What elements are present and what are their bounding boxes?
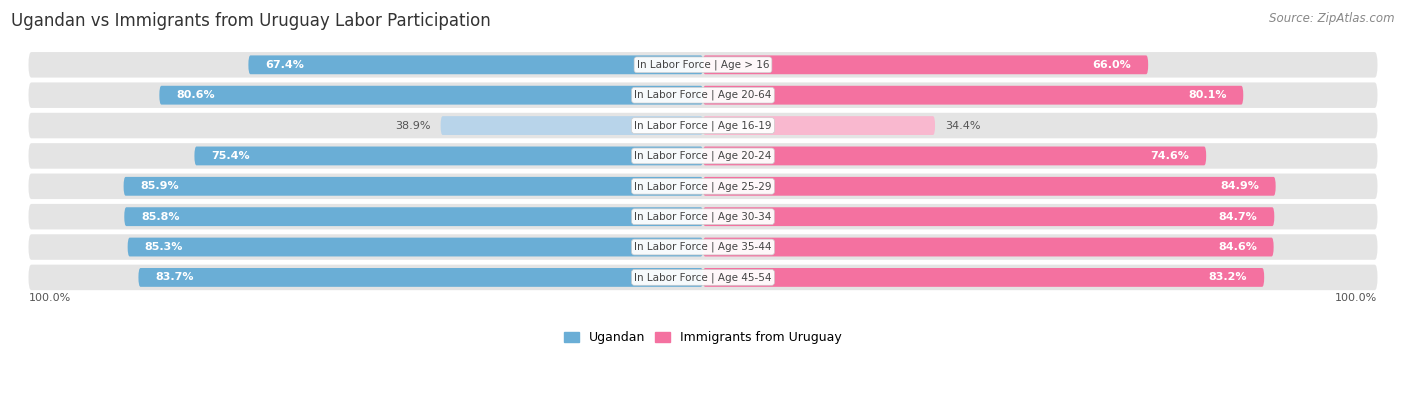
FancyBboxPatch shape	[703, 147, 1206, 166]
FancyBboxPatch shape	[703, 55, 1149, 74]
FancyBboxPatch shape	[703, 207, 1274, 226]
Text: In Labor Force | Age 20-64: In Labor Force | Age 20-64	[634, 90, 772, 100]
Text: In Labor Force | Age > 16: In Labor Force | Age > 16	[637, 60, 769, 70]
Text: 85.3%: 85.3%	[145, 242, 183, 252]
Text: 80.1%: 80.1%	[1188, 90, 1226, 100]
FancyBboxPatch shape	[28, 204, 1378, 229]
FancyBboxPatch shape	[440, 116, 703, 135]
FancyBboxPatch shape	[249, 55, 703, 74]
FancyBboxPatch shape	[194, 147, 703, 166]
Text: 83.2%: 83.2%	[1209, 273, 1247, 282]
Text: Ugandan vs Immigrants from Uruguay Labor Participation: Ugandan vs Immigrants from Uruguay Labor…	[11, 12, 491, 30]
FancyBboxPatch shape	[28, 173, 1378, 199]
Text: 100.0%: 100.0%	[28, 293, 70, 303]
Text: 84.9%: 84.9%	[1220, 181, 1258, 191]
Text: In Labor Force | Age 16-19: In Labor Force | Age 16-19	[634, 120, 772, 131]
Text: In Labor Force | Age 35-44: In Labor Force | Age 35-44	[634, 242, 772, 252]
Text: 85.9%: 85.9%	[141, 181, 179, 191]
Text: In Labor Force | Age 45-54: In Labor Force | Age 45-54	[634, 272, 772, 283]
Text: 83.7%: 83.7%	[155, 273, 194, 282]
Text: 84.6%: 84.6%	[1218, 242, 1257, 252]
Text: 34.4%: 34.4%	[945, 120, 980, 131]
FancyBboxPatch shape	[128, 238, 703, 256]
FancyBboxPatch shape	[703, 177, 1275, 196]
FancyBboxPatch shape	[28, 234, 1378, 260]
FancyBboxPatch shape	[138, 268, 703, 287]
FancyBboxPatch shape	[124, 177, 703, 196]
Text: 67.4%: 67.4%	[266, 60, 304, 70]
FancyBboxPatch shape	[28, 265, 1378, 290]
FancyBboxPatch shape	[28, 83, 1378, 108]
Text: Source: ZipAtlas.com: Source: ZipAtlas.com	[1270, 12, 1395, 25]
FancyBboxPatch shape	[124, 207, 703, 226]
FancyBboxPatch shape	[28, 143, 1378, 169]
FancyBboxPatch shape	[703, 268, 1264, 287]
Text: 85.8%: 85.8%	[141, 212, 180, 222]
Text: 38.9%: 38.9%	[395, 120, 430, 131]
FancyBboxPatch shape	[159, 86, 703, 105]
Text: In Labor Force | Age 20-24: In Labor Force | Age 20-24	[634, 150, 772, 161]
Text: 74.6%: 74.6%	[1150, 151, 1189, 161]
FancyBboxPatch shape	[703, 86, 1243, 105]
Text: 84.7%: 84.7%	[1219, 212, 1257, 222]
Text: In Labor Force | Age 30-34: In Labor Force | Age 30-34	[634, 211, 772, 222]
Legend: Ugandan, Immigrants from Uruguay: Ugandan, Immigrants from Uruguay	[564, 331, 842, 344]
FancyBboxPatch shape	[28, 52, 1378, 77]
Text: 100.0%: 100.0%	[1336, 293, 1378, 303]
Text: In Labor Force | Age 25-29: In Labor Force | Age 25-29	[634, 181, 772, 192]
FancyBboxPatch shape	[28, 113, 1378, 138]
Text: 75.4%: 75.4%	[211, 151, 250, 161]
FancyBboxPatch shape	[703, 116, 935, 135]
Text: 80.6%: 80.6%	[176, 90, 215, 100]
Text: 66.0%: 66.0%	[1092, 60, 1132, 70]
FancyBboxPatch shape	[703, 238, 1274, 256]
